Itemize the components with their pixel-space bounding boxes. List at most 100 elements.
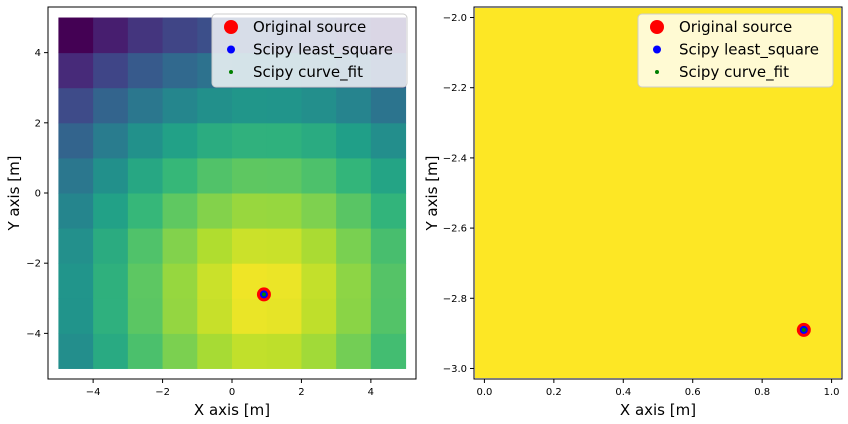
y-tick-label: 2 xyxy=(35,118,41,129)
heatmap-cell xyxy=(197,193,233,229)
x-tick-label: 0.0 xyxy=(476,387,492,398)
heatmap-cell xyxy=(370,228,407,264)
x-tick-label: 0.4 xyxy=(615,387,631,398)
heatmap-cell xyxy=(197,157,233,194)
legend-2: Original source Scipy least_square Scipy c… xyxy=(637,13,834,88)
heatmap-cell xyxy=(197,228,233,264)
heatmap-cell xyxy=(127,17,164,54)
heatmap-cell xyxy=(370,87,407,124)
heatmap-cell xyxy=(336,193,372,229)
y-tick-label: −2.0 xyxy=(443,13,467,24)
heatmap-cell xyxy=(127,87,164,124)
heatmap-cell xyxy=(58,228,94,264)
y-tick-label: −3.0 xyxy=(443,364,467,375)
heatmap-cell xyxy=(162,17,198,54)
heatmap-cell xyxy=(336,157,372,194)
legend-marker-2 xyxy=(653,45,661,54)
y-tick-label: −4 xyxy=(26,329,41,340)
heatmap-cell xyxy=(301,157,337,194)
heatmap-cell xyxy=(266,333,302,369)
heatmap-cell xyxy=(266,228,302,264)
heatmap-cell xyxy=(162,122,198,159)
x-tick-label: 0.2 xyxy=(546,387,562,398)
y-tick-label: −2.4 xyxy=(443,153,467,164)
x-tick-label: 0 xyxy=(229,387,235,398)
legend-label-2: Scipy least_square xyxy=(679,41,819,60)
y-tick-label: −2 xyxy=(26,259,41,270)
heatmap-cell xyxy=(93,17,129,54)
x-axis-label: X axis [m] xyxy=(194,401,270,419)
heatmap-cell xyxy=(162,333,198,369)
heatmap-cell xyxy=(370,193,407,229)
heatmap-cell xyxy=(301,193,337,229)
heatmap-cell xyxy=(232,193,268,229)
heatmap-cell xyxy=(370,263,407,299)
heatmap-cell xyxy=(336,333,372,369)
heatmap-cell xyxy=(232,333,268,369)
legend-label-3: Scipy curve_fit xyxy=(679,63,789,82)
legend-label-2: Scipy least_square xyxy=(253,41,393,60)
heatmap-cell xyxy=(127,52,164,89)
heatmap-cell xyxy=(336,122,372,159)
heatmap-cell xyxy=(336,298,372,334)
point-scipy-curve-fit xyxy=(261,292,266,297)
heatmap-cell xyxy=(93,333,129,369)
heatmap-cell xyxy=(266,263,302,299)
heatmap-cell xyxy=(58,333,94,369)
heatmap-cell xyxy=(162,157,198,194)
heatmap-cell xyxy=(197,263,233,299)
y-tick-label: 4 xyxy=(35,48,41,59)
heatmap-cell xyxy=(58,87,94,124)
y-tick-label: 0 xyxy=(35,189,41,200)
heatmap-cell xyxy=(266,157,302,194)
heatmap-cell xyxy=(93,228,129,264)
axes-frame xyxy=(473,6,843,380)
x-tick-label: −4 xyxy=(86,387,101,398)
heatmap-cell xyxy=(127,193,164,229)
heatmap-cell xyxy=(232,157,268,194)
heatmap-cell xyxy=(93,193,129,229)
heatmap-cell xyxy=(232,87,268,124)
legend-label-1: Original source xyxy=(679,18,792,36)
x-tick-label: 2 xyxy=(298,387,304,398)
heatmap-cell xyxy=(58,52,94,89)
legend-marker-3 xyxy=(655,70,659,74)
heatmap-cell xyxy=(336,228,372,264)
heatmap-cell xyxy=(127,228,164,264)
y-axis-label: Y axis [m] xyxy=(423,155,441,231)
heatmap-cell xyxy=(162,52,198,89)
heatmap-cell xyxy=(58,122,94,159)
heatmap-cell xyxy=(58,193,94,229)
legend-1: Original source Scipy least_square Scipy c… xyxy=(211,13,408,88)
x-tick-label: 0.6 xyxy=(685,387,701,398)
heatmap-cell xyxy=(301,228,337,264)
heatmap-cell xyxy=(301,298,337,334)
legend-marker-2 xyxy=(227,45,235,54)
heatmap-cell xyxy=(93,52,129,89)
heatmap-cell xyxy=(197,87,233,124)
heatmap-cell xyxy=(232,122,268,159)
heatmap-cell xyxy=(93,263,129,299)
heatmap-cell xyxy=(301,87,337,124)
heatmap-cell xyxy=(93,87,129,124)
heatmap-cell xyxy=(370,298,407,334)
heatmap-cell xyxy=(162,87,198,124)
x-tick-label: −2 xyxy=(155,387,170,398)
heatmap-cell xyxy=(127,298,164,334)
heatmap-cell xyxy=(162,193,198,229)
y-tick-label: −2.2 xyxy=(443,83,467,94)
heatmap-cell xyxy=(370,157,407,194)
heatmap-cell xyxy=(301,333,337,369)
legend-label-3: Scipy curve_fit xyxy=(253,63,363,82)
y-axis-label: Y axis [m] xyxy=(5,155,23,231)
heatmap-cell xyxy=(197,298,233,334)
legend-marker-1 xyxy=(224,20,238,34)
legend-box xyxy=(211,13,408,88)
heatmap-cell xyxy=(197,122,233,159)
point-scipy-curve-fit xyxy=(801,327,806,332)
heatmap-cell xyxy=(232,298,268,334)
heatmap-cell xyxy=(266,122,302,159)
y-tick-label: −2.6 xyxy=(443,224,467,235)
heatmap-cell xyxy=(336,87,372,124)
